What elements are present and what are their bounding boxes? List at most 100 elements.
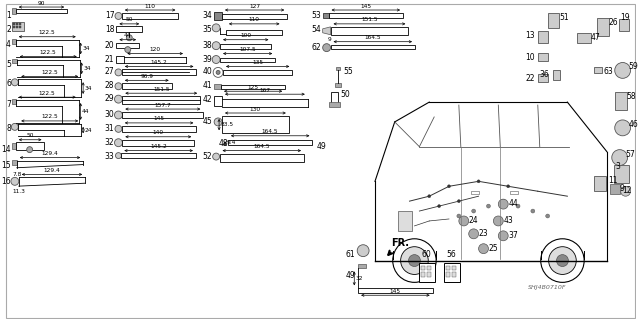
Bar (116, 56, 124, 63)
Circle shape (493, 216, 503, 226)
Text: 122.5: 122.5 (39, 30, 56, 35)
Circle shape (438, 204, 440, 208)
Text: FR.: FR. (388, 238, 409, 255)
Bar (597, 18, 609, 36)
Text: 125: 125 (248, 85, 259, 90)
Circle shape (408, 255, 420, 266)
Bar (12, 8, 16, 14)
Bar (548, 13, 559, 28)
Text: 30: 30 (105, 110, 115, 119)
Text: 107.5: 107.5 (239, 47, 256, 52)
Circle shape (486, 204, 490, 208)
Bar (12, 58, 17, 63)
Text: 151.5: 151.5 (361, 18, 378, 22)
Text: 44: 44 (124, 33, 131, 38)
Text: 122.5: 122.5 (42, 70, 58, 75)
Text: 3: 3 (616, 161, 621, 171)
Bar (226, 30, 282, 35)
Text: 145: 145 (154, 116, 164, 122)
Text: SHJ4B0710F: SHJ4B0710F (528, 285, 566, 290)
Circle shape (468, 229, 479, 239)
Circle shape (115, 111, 122, 119)
Bar (122, 13, 179, 19)
Text: 47: 47 (591, 33, 601, 42)
Bar (323, 13, 328, 18)
Circle shape (401, 247, 428, 274)
Bar (397, 211, 412, 231)
Circle shape (27, 147, 33, 152)
Text: 44: 44 (82, 109, 90, 114)
Text: 8: 8 (6, 124, 11, 133)
Bar (446, 272, 450, 278)
Bar (470, 191, 479, 194)
Text: 59: 59 (628, 63, 638, 71)
Text: 7.8: 7.8 (13, 173, 22, 177)
Circle shape (548, 247, 576, 274)
Bar (577, 33, 591, 43)
Text: 11: 11 (608, 176, 618, 185)
Bar (444, 263, 460, 282)
Text: 48: 48 (218, 139, 228, 148)
Bar (614, 166, 628, 183)
Text: 50: 50 (340, 90, 350, 99)
Text: 26: 26 (609, 18, 618, 27)
Bar (12, 22, 24, 31)
Text: 34: 34 (82, 46, 90, 51)
Text: 32: 32 (105, 138, 115, 147)
Text: 140: 140 (153, 130, 164, 135)
Bar (594, 176, 606, 191)
Text: 145: 145 (390, 289, 401, 294)
Bar (510, 191, 518, 194)
Text: 127: 127 (249, 4, 260, 9)
Text: 130: 130 (250, 107, 261, 112)
Circle shape (516, 204, 520, 208)
Text: 9: 9 (620, 184, 625, 193)
Text: 20: 20 (105, 41, 115, 50)
Bar (619, 19, 628, 31)
Text: 32: 32 (356, 276, 364, 281)
Text: 44: 44 (508, 199, 518, 208)
Circle shape (212, 56, 220, 63)
Bar (122, 126, 196, 132)
Bar (331, 92, 339, 104)
Circle shape (115, 83, 122, 90)
Text: 40: 40 (202, 67, 212, 77)
Circle shape (557, 255, 568, 266)
Bar (421, 265, 426, 271)
Text: 55: 55 (344, 67, 353, 77)
Text: 145: 145 (360, 4, 371, 9)
Circle shape (447, 185, 451, 188)
Text: 53: 53 (311, 11, 321, 20)
Circle shape (115, 139, 122, 147)
Text: 145.2: 145.2 (150, 144, 167, 149)
Text: 164.5: 164.5 (253, 144, 270, 149)
Text: 33.5: 33.5 (221, 122, 234, 127)
Circle shape (12, 123, 19, 130)
Circle shape (612, 150, 628, 166)
Bar (19, 23, 20, 25)
Text: 27: 27 (105, 67, 115, 77)
Text: 15: 15 (1, 160, 11, 169)
Bar (538, 53, 548, 61)
Text: 122.5: 122.5 (42, 115, 58, 119)
Bar (116, 26, 142, 32)
Text: 58: 58 (627, 92, 636, 101)
Bar (328, 102, 340, 107)
Bar (358, 288, 433, 293)
Bar (223, 70, 292, 75)
Circle shape (621, 186, 630, 196)
Circle shape (214, 118, 222, 126)
Text: 60: 60 (421, 249, 431, 259)
Bar (214, 96, 222, 106)
Text: 122.5: 122.5 (40, 50, 56, 55)
Bar (122, 112, 204, 118)
Bar (214, 84, 221, 89)
Bar (12, 99, 16, 104)
Circle shape (459, 216, 468, 226)
Text: 57: 57 (625, 150, 636, 159)
Circle shape (458, 200, 460, 203)
Circle shape (457, 214, 461, 218)
Text: 129.4: 129.4 (42, 151, 58, 156)
Bar (331, 45, 415, 49)
Circle shape (115, 125, 122, 132)
